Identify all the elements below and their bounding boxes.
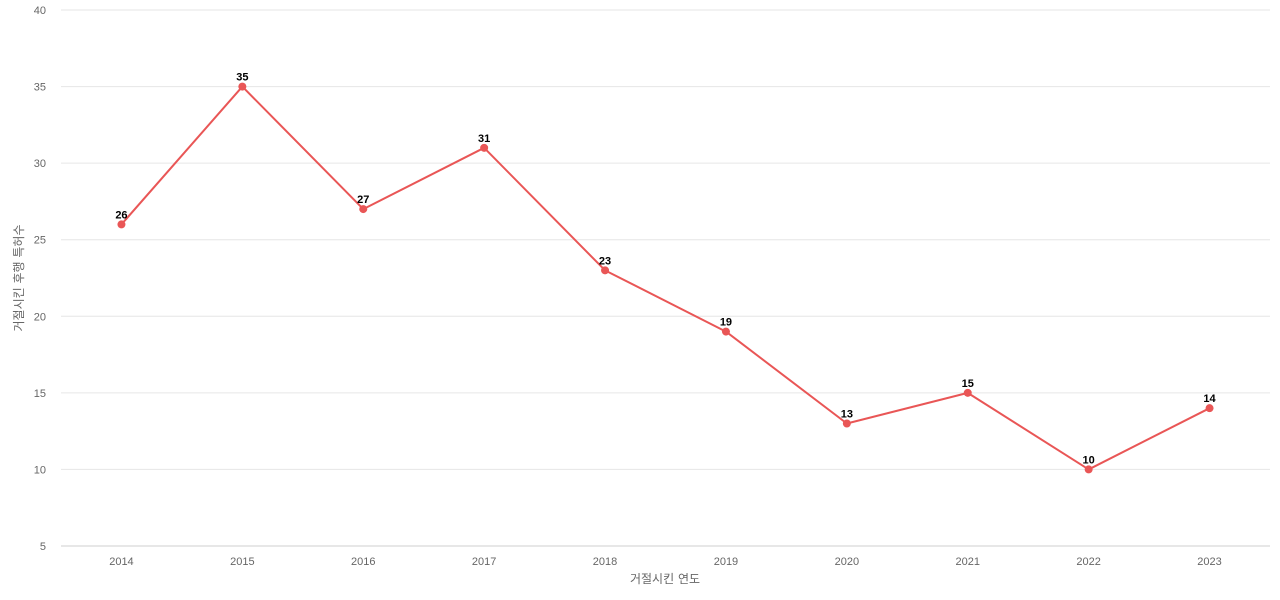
series-layer (117, 82, 1214, 474)
y-tick-label: 15 (34, 388, 46, 400)
gridlines (61, 9, 1270, 547)
x-tick-label: 2021 (956, 556, 980, 568)
y-tick-label: 25 (34, 235, 46, 247)
data-point (359, 205, 368, 214)
data-point (117, 220, 126, 229)
data-point (480, 143, 489, 152)
y-tick-label: 30 (34, 158, 46, 170)
x-tick-label: 2015 (230, 556, 254, 568)
data-labels: 26 35 27 31 23 19 13 15 10 14 (115, 72, 1216, 467)
x-tick-label: 2020 (835, 556, 859, 568)
x-tick-label: 2018 (593, 556, 617, 568)
data-point (842, 419, 851, 428)
data-label: 10 (1083, 454, 1095, 466)
y-axis-title: 거절시킨 후행 특허수 (11, 225, 26, 332)
data-label: 35 (236, 72, 248, 84)
x-tick-label: 2017 (472, 556, 496, 568)
y-tick-label: 40 (34, 5, 46, 17)
data-label: 27 (357, 194, 369, 206)
data-point (601, 266, 610, 275)
x-tick-label: 2019 (714, 556, 738, 568)
x-axis-ticks: 2014 2015 2016 2017 2018 2019 2020 2021 2022 2023 (109, 556, 1222, 568)
x-tick-label: 2016 (351, 556, 375, 568)
data-label: 31 (478, 133, 490, 145)
y-tick-label: 35 (34, 82, 46, 94)
x-tick-label: 2022 (1076, 556, 1100, 568)
data-label: 14 (1203, 393, 1216, 405)
x-tick-label: 2023 (1197, 556, 1221, 568)
y-tick-label: 10 (34, 464, 46, 476)
data-label: 13 (841, 408, 853, 420)
series-line (120, 85, 1211, 471)
data-point (963, 388, 972, 397)
data-label: 26 (115, 209, 127, 221)
data-point (721, 327, 730, 336)
data-point (238, 82, 247, 91)
data-label: 19 (720, 317, 732, 329)
y-tick-label: 20 (34, 311, 46, 323)
data-point (1084, 465, 1093, 474)
x-axis-title: 거절시킨 연도 (630, 572, 700, 586)
data-label: 23 (599, 255, 611, 267)
y-axis-ticks: 5 10 15 20 25 30 35 40 (34, 5, 46, 553)
y-tick-label: 5 (40, 541, 46, 553)
data-point (1205, 404, 1214, 413)
x-tick-label: 2014 (109, 556, 133, 568)
data-label: 15 (962, 378, 974, 390)
